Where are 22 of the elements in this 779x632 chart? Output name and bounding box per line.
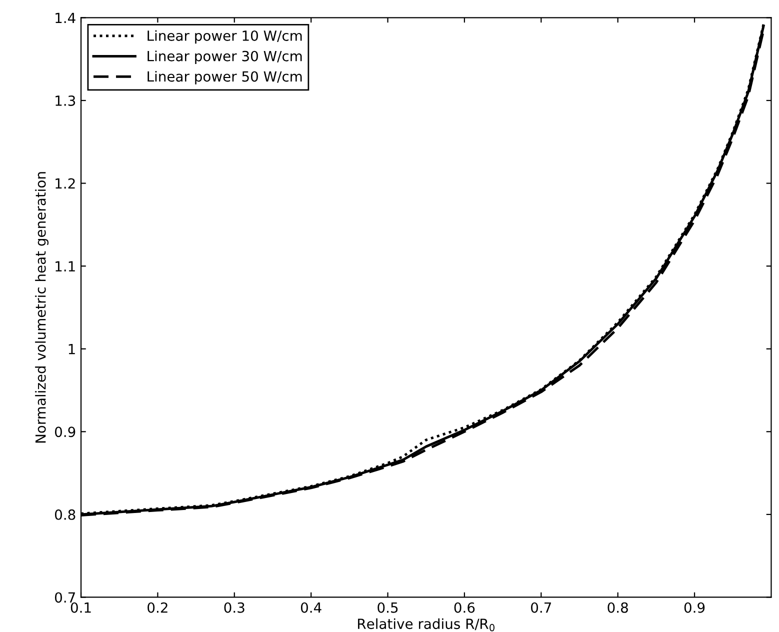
x-tick-label: 0.3 [224, 602, 244, 613]
x-tick-label: 0.8 [608, 602, 628, 613]
legend-label: Linear power 10 W/cm [148, 30, 302, 44]
legend-label: Linear power 50 W/cm [148, 70, 302, 84]
x-tick-label: 0.7 [531, 602, 552, 613]
legend-label: Linear power 30 W/cm [148, 50, 302, 64]
x-axis-title: Relative radius R/R$_{0}$ [358, 618, 494, 632]
y-tick-label: 1.2 [56, 178, 75, 189]
x-tick-label: 0.2 [148, 602, 168, 613]
x-tick-label: 0.4 [300, 602, 322, 613]
y-tick-label: 0.7 [54, 592, 75, 603]
y-tick-label: 1 [68, 344, 75, 354]
y-tick-label: 1.3 [56, 95, 76, 106]
y-tick-label: 1.1 [56, 261, 75, 272]
y-axis-title: Normalized volumetric heat generation [35, 172, 49, 443]
y-tick-label: 1.4 [56, 12, 76, 23]
y-tick-label: 0.9 [54, 426, 76, 438]
x-tick-label: 0.1 [70, 602, 91, 613]
x-tick-label: 0.5 [378, 602, 398, 613]
x-tick-label: 0.9 [684, 602, 705, 613]
x-tick-label: 0.6 [454, 602, 475, 613]
y-tick-label: 0.8 [54, 509, 76, 520]
